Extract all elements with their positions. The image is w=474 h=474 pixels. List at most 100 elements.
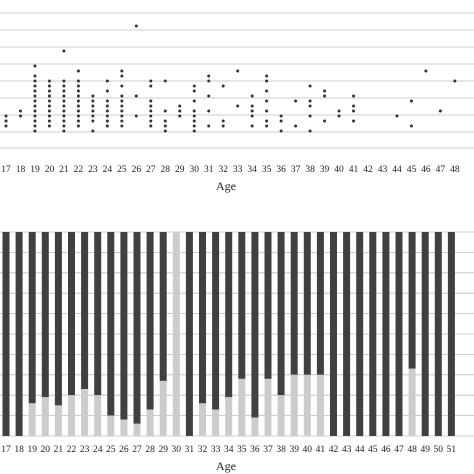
scatter-point (308, 114, 312, 118)
scatter-point (134, 94, 138, 98)
bar-dark-segment (107, 232, 115, 416)
bar-x-tick-label: 31 (185, 445, 195, 455)
scatter-point (438, 109, 442, 113)
scatter-x-tick-label: 25 (117, 165, 127, 175)
bar-x-tick-label: 18 (14, 445, 24, 455)
scatter-point (337, 114, 341, 118)
scatter-point (33, 99, 37, 103)
scatter-point (91, 109, 95, 113)
scatter-point (105, 79, 109, 83)
scatter-point (62, 124, 66, 128)
scatter-point (149, 99, 153, 103)
bar-dark-segment (408, 232, 416, 369)
scatter-point (47, 79, 51, 83)
scatter-point (120, 114, 124, 118)
scatter-point (62, 114, 66, 118)
bar-dark-segment (15, 232, 23, 436)
scatter-point (178, 114, 182, 118)
bar-x-tick-label: 41 (316, 445, 326, 455)
scatter-point (76, 69, 80, 73)
scatter-point (352, 94, 356, 98)
scatter-point (265, 89, 269, 93)
bar-dark-segment (421, 232, 429, 436)
scatter-point (453, 79, 457, 83)
bar-x-tick-label: 25 (106, 445, 116, 455)
bar-x-tick-label: 29 (158, 445, 168, 455)
bar-dark-segment (264, 232, 272, 379)
scatter-x-tick-label: 47 (436, 165, 446, 175)
bar-light-segment (68, 395, 75, 436)
scatter-point (163, 109, 167, 113)
scatter-point (62, 49, 66, 53)
bar-dark-segment (68, 232, 75, 396)
bar-light-segment (303, 374, 311, 436)
scatter-point (207, 74, 211, 78)
scatter-point (33, 64, 37, 68)
scatter-point (236, 104, 240, 108)
bar-x-tick-label: 34 (224, 445, 234, 455)
scatter-point (337, 109, 341, 113)
bar-light-segment (277, 395, 285, 436)
bar-x-tick-label: 19 (27, 445, 37, 455)
scatter-x-tick-label: 19 (30, 165, 40, 175)
scatter-x-tick-label: 38 (305, 165, 315, 175)
bar-x-tick-label: 35 (237, 445, 247, 455)
scatter-point (91, 94, 95, 98)
scatter-point (221, 84, 225, 88)
bar-light-segment (94, 395, 102, 436)
scatter-point (47, 114, 51, 118)
bar-x-tick-label: 51 (447, 445, 457, 455)
bar-dark-segment (28, 232, 36, 404)
bar-dark-segment (330, 232, 337, 436)
scatter-point (294, 124, 298, 128)
bar-light-segment (225, 397, 233, 436)
scatter-point (47, 124, 51, 128)
scatter-point (178, 109, 182, 113)
scatter-point (91, 99, 95, 103)
scatter-chart: 17 18 19 20 21 22 23 24 25 26 27 28 29 30 31 32 33 34 35 36… (0, 12, 474, 193)
bar-light-segment (146, 409, 154, 436)
scatter-point (134, 24, 138, 28)
scatter-point (192, 109, 196, 113)
bar-x-tick-label: 23 (80, 445, 90, 455)
scatter-point (62, 84, 66, 88)
scatter-point (47, 119, 51, 123)
scatter-x-tick-label: 28 (161, 165, 171, 175)
bar-x-tick-label: 21 (54, 445, 64, 455)
bar-light-segment (408, 368, 416, 436)
scatter-point (91, 119, 95, 123)
scatter-point (163, 129, 167, 133)
bar-dark-segment (146, 232, 154, 410)
scatter-x-tick-label: 21 (59, 165, 69, 175)
scatter-point (352, 119, 356, 123)
bar-dark-segment (225, 232, 233, 398)
bar-light-segment (212, 409, 220, 436)
scatter-point (62, 129, 66, 133)
scatter-point (33, 109, 37, 113)
scatter-point (18, 114, 22, 118)
scatter-point (207, 109, 211, 113)
scatter-point (395, 114, 399, 118)
bar-light-segment (290, 374, 298, 436)
bar-dark-segment (303, 232, 311, 375)
scatter-point (76, 114, 80, 118)
scatter-point (105, 99, 109, 103)
scatter-point (120, 124, 124, 128)
bar-dark-segment (120, 232, 128, 420)
scatter-point (76, 79, 80, 83)
scatter-point (250, 109, 254, 113)
bar-light-segment (107, 415, 115, 436)
scatter-point (4, 119, 8, 123)
scatter-point (120, 69, 124, 73)
bar-dark-segment (159, 232, 167, 381)
bar-light-segment (172, 232, 180, 436)
bar-x-tick-label: 37 (263, 445, 273, 455)
bar-dark-segment (434, 232, 442, 436)
bar-light-segment (41, 397, 49, 436)
bar-dark-segment (199, 232, 206, 404)
bar-dark-segment (356, 232, 364, 436)
scatter-point (409, 124, 413, 128)
scatter-point (279, 114, 283, 118)
scatter-point (279, 129, 283, 133)
scatter-point (163, 119, 167, 123)
